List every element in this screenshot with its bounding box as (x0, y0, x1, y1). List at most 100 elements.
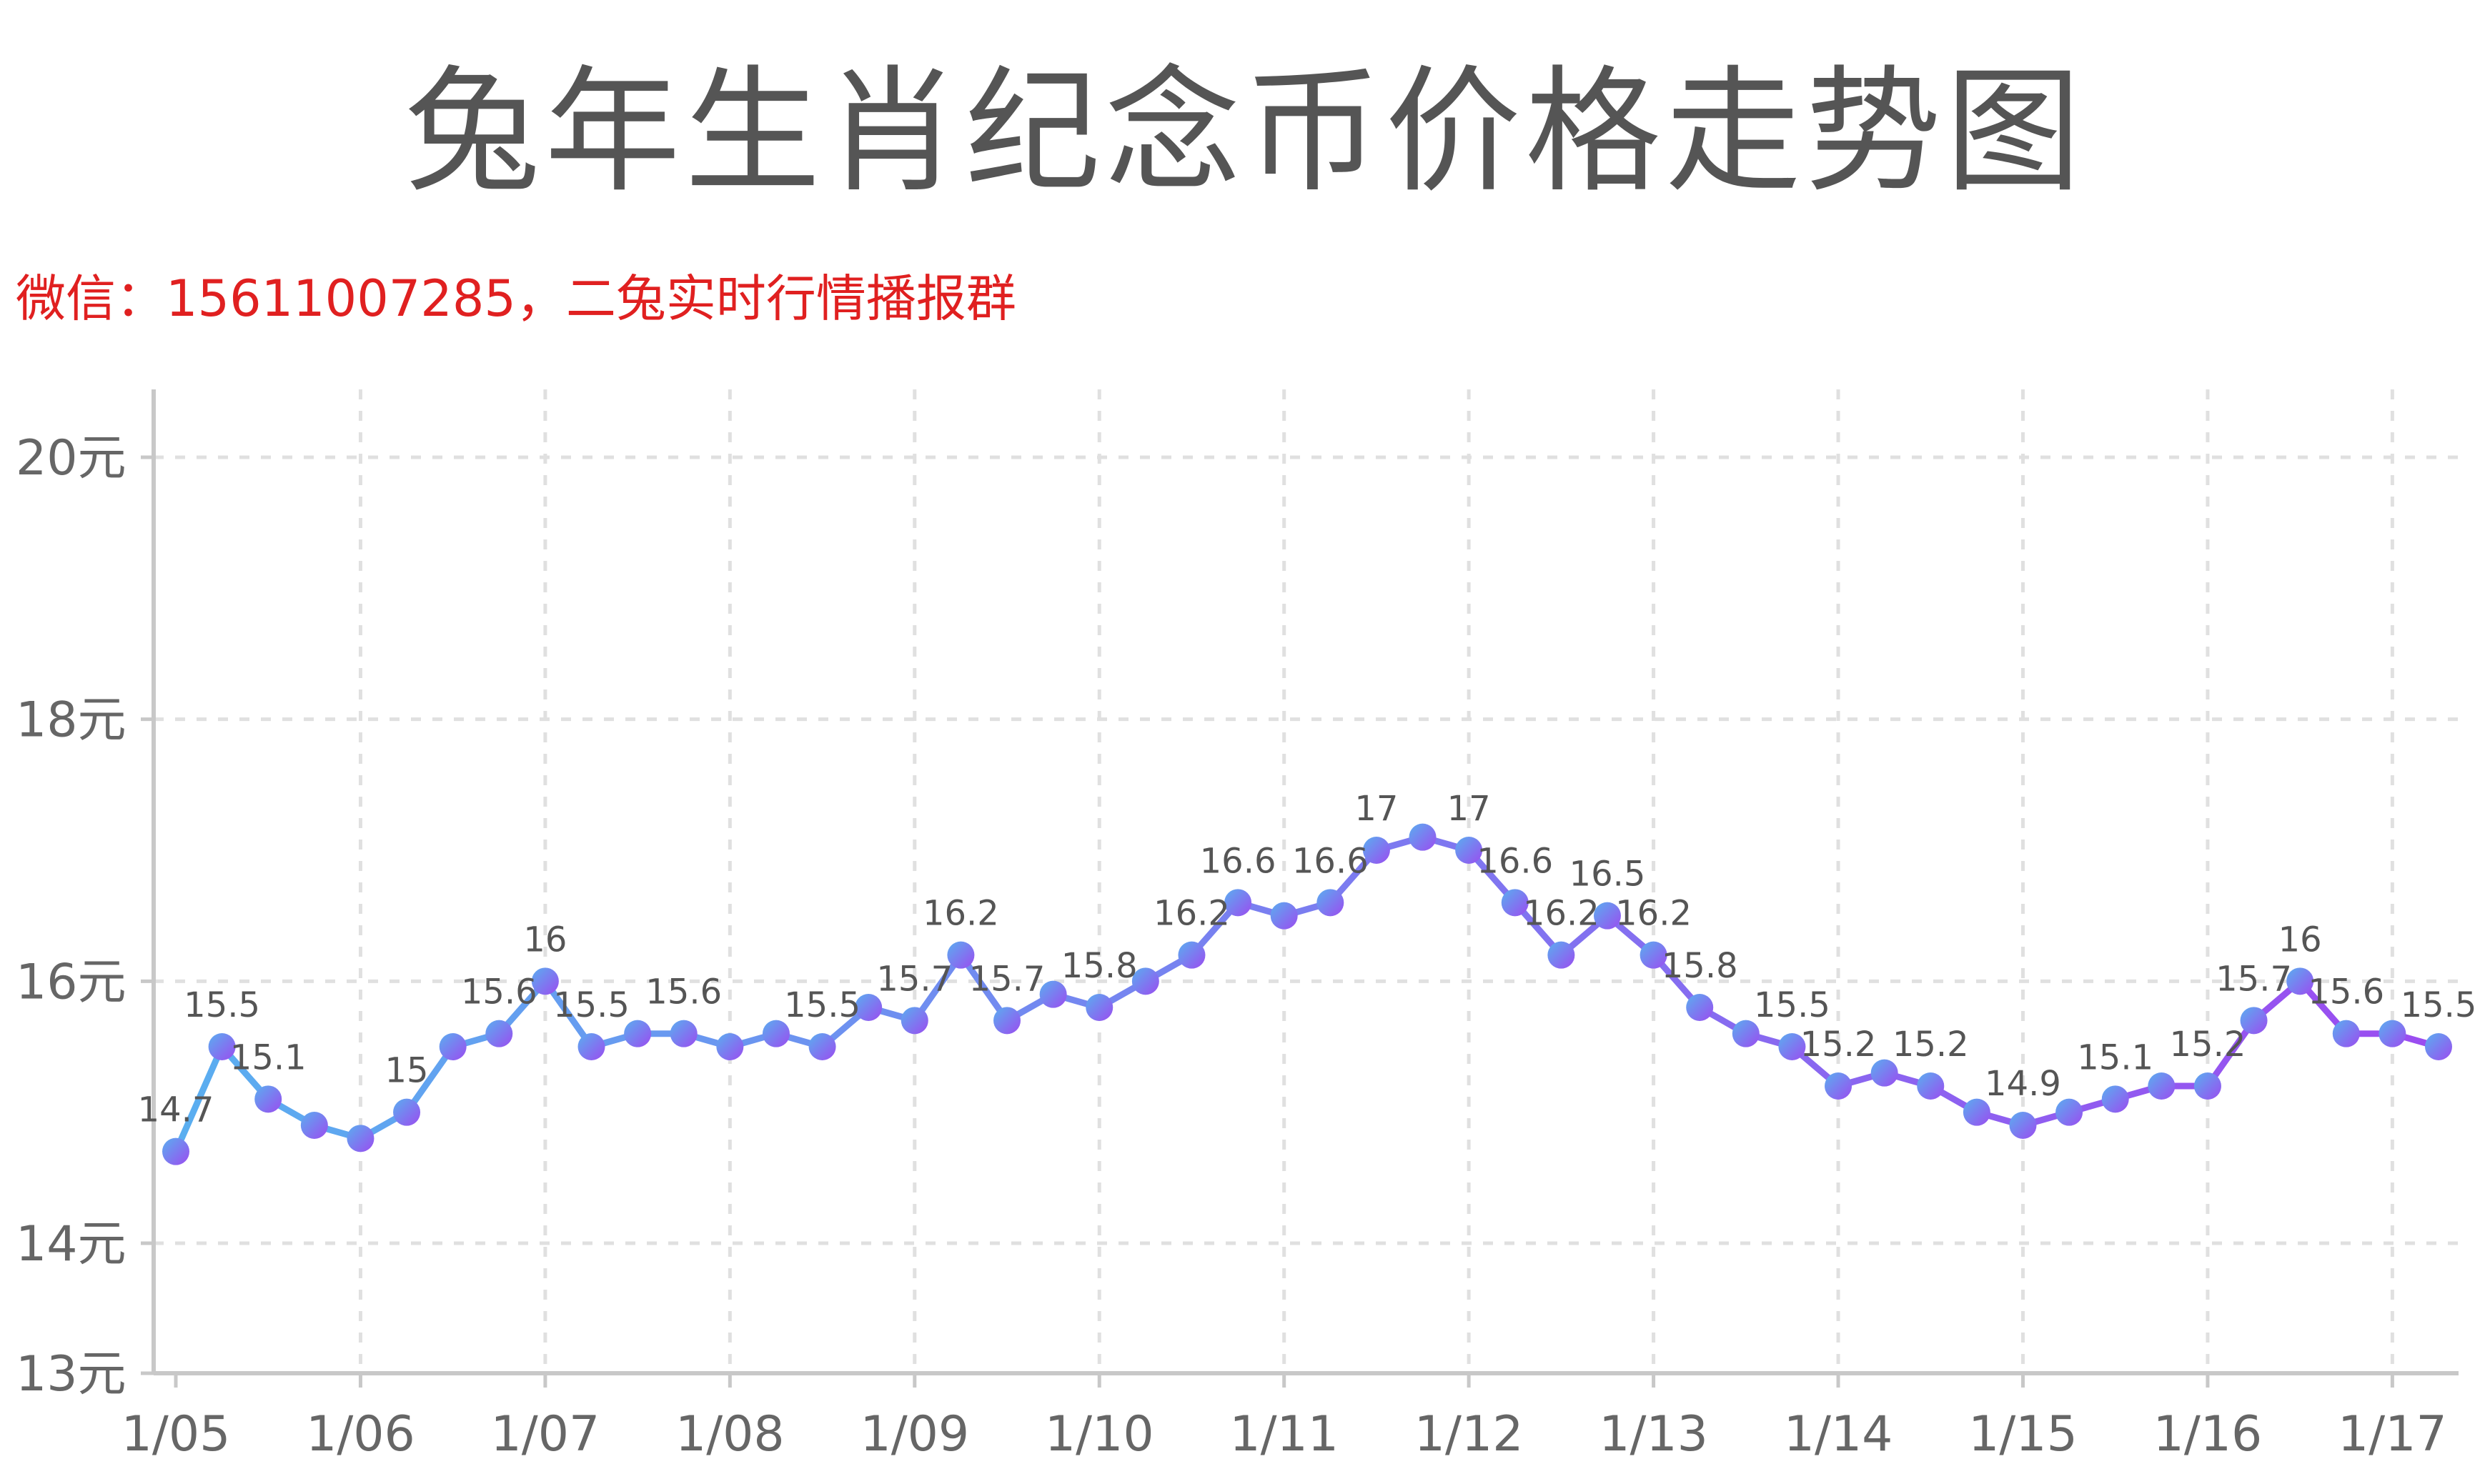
data-label: 15.8 (1662, 946, 1738, 986)
data-label: 15.7 (876, 959, 953, 999)
data-point[interactable] (2240, 1007, 2268, 1035)
data-point[interactable] (1178, 941, 1206, 969)
x-tick-label: 1/15 (1968, 1406, 2078, 1463)
data-label: 15.2 (1893, 1025, 1969, 1065)
data-label: 16.6 (1200, 841, 1276, 881)
y-tick-label: 13元 (16, 1346, 127, 1403)
data-point[interactable] (254, 1085, 282, 1113)
x-tick-label: 1/07 (491, 1406, 600, 1463)
data-point[interactable] (1825, 1072, 1852, 1100)
data-point[interactable] (1409, 823, 1437, 851)
data-point[interactable] (347, 1125, 375, 1152)
data-label: 17 (1447, 789, 1491, 829)
data-point[interactable] (808, 1033, 836, 1060)
data-label: 16.2 (1615, 894, 1692, 934)
data-label: 16.6 (1292, 841, 1369, 881)
data-point[interactable] (2286, 967, 2314, 995)
data-label: 15.6 (2308, 972, 2384, 1012)
data-point[interactable] (2425, 1033, 2452, 1060)
data-point[interactable] (716, 1033, 744, 1060)
data-point[interactable] (1640, 941, 1667, 969)
data-point[interactable] (485, 1020, 513, 1047)
data-point[interactable] (577, 1033, 605, 1060)
data-label: 15 (385, 1051, 429, 1091)
data-label: 15.1 (2077, 1037, 2153, 1077)
grid-lines (154, 389, 2459, 1373)
data-point[interactable] (670, 1020, 698, 1047)
data-point[interactable] (2148, 1072, 2176, 1100)
data-label: 14.7 (138, 1090, 214, 1130)
data-point[interactable] (901, 1007, 928, 1035)
data-point[interactable] (1870, 1059, 1898, 1087)
data-point[interactable] (300, 1112, 328, 1139)
data-point[interactable] (1362, 837, 1390, 864)
data-label: 15.5 (784, 985, 860, 1025)
data-label: 14.9 (1985, 1064, 2061, 1104)
data-point[interactable] (2101, 1085, 2129, 1113)
data-label: 15.5 (1754, 985, 1830, 1025)
x-tick-label: 1/12 (1414, 1406, 1524, 1463)
data-point[interactable] (162, 1137, 189, 1165)
data-label: 15.6 (645, 972, 722, 1012)
data-labels: 14.7 15.5 15.1 15 15.6 16 15.5 15.6 15.5 15.7 16.2… (138, 789, 2477, 1130)
x-tick-label: 1/08 (675, 1406, 785, 1463)
data-point[interactable] (2193, 1072, 2221, 1100)
data-point[interactable] (1086, 994, 1113, 1021)
data-label: 15.5 (184, 985, 260, 1025)
data-label: 16 (523, 920, 567, 960)
data-point[interactable] (2055, 1098, 2083, 1126)
data-label: 16.5 (1569, 855, 1646, 895)
data-point[interactable] (1917, 1072, 1945, 1100)
data-point[interactable] (1778, 1033, 1806, 1060)
data-label: 15.7 (2216, 959, 2292, 999)
data-point[interactable] (993, 1007, 1021, 1035)
data-label: 16 (2278, 920, 2322, 960)
data-label: 16.2 (923, 894, 999, 934)
data-point[interactable] (947, 941, 975, 969)
data-point[interactable] (1270, 902, 1298, 930)
data-point[interactable] (855, 994, 883, 1021)
chart-subtitle: 微信：15611007285，二兔实时行情播报群 (16, 269, 1016, 328)
x-tick-label: 1/16 (2153, 1406, 2263, 1463)
data-label: 15.1 (230, 1037, 307, 1077)
data-point[interactable] (1316, 889, 1344, 917)
y-tick-label: 14元 (16, 1216, 127, 1273)
data-point[interactable] (2379, 1020, 2406, 1047)
data-point[interactable] (1501, 889, 1529, 917)
y-tick-label: 18元 (16, 692, 127, 749)
data-points (162, 823, 2452, 1165)
data-label: 15.6 (461, 972, 537, 1012)
x-tick-label: 1/10 (1045, 1406, 1154, 1463)
data-label: 16.2 (1523, 894, 1599, 934)
data-point[interactable] (1593, 902, 1621, 930)
data-point[interactable] (439, 1033, 467, 1060)
data-label: 17 (1354, 789, 1398, 829)
data-point[interactable] (1455, 837, 1483, 864)
data-label: 15.2 (1800, 1025, 1877, 1065)
data-point[interactable] (1547, 941, 1575, 969)
data-point[interactable] (624, 1020, 652, 1047)
data-point[interactable] (1039, 980, 1067, 1008)
data-point[interactable] (531, 967, 559, 995)
x-tick-label: 1/11 (1229, 1406, 1339, 1463)
data-label: 15.8 (1061, 946, 1138, 986)
data-point[interactable] (1963, 1098, 1990, 1126)
data-point[interactable] (208, 1033, 236, 1060)
data-point[interactable] (2009, 1112, 2037, 1139)
data-label: 15.5 (553, 985, 630, 1025)
data-point[interactable] (1732, 1020, 1760, 1047)
data-point[interactable] (1131, 967, 1159, 995)
data-point[interactable] (1224, 889, 1252, 917)
data-label: 15.7 (969, 959, 1046, 999)
data-point[interactable] (762, 1020, 790, 1047)
data-point[interactable] (393, 1098, 421, 1126)
x-tick-label: 1/13 (1599, 1406, 1708, 1463)
x-tick-label: 1/17 (2338, 1406, 2447, 1463)
x-axis-tick-labels: 1/05 1/06 1/07 1/08 1/09 1/10 1/11 1/12 1/13 1/14… (121, 1406, 2447, 1463)
data-point[interactable] (2332, 1020, 2360, 1047)
data-point[interactable] (1686, 994, 1714, 1021)
x-tick-label: 1/09 (860, 1406, 969, 1463)
y-tick-label: 20元 (16, 430, 127, 487)
x-tick-label: 1/05 (121, 1406, 231, 1463)
